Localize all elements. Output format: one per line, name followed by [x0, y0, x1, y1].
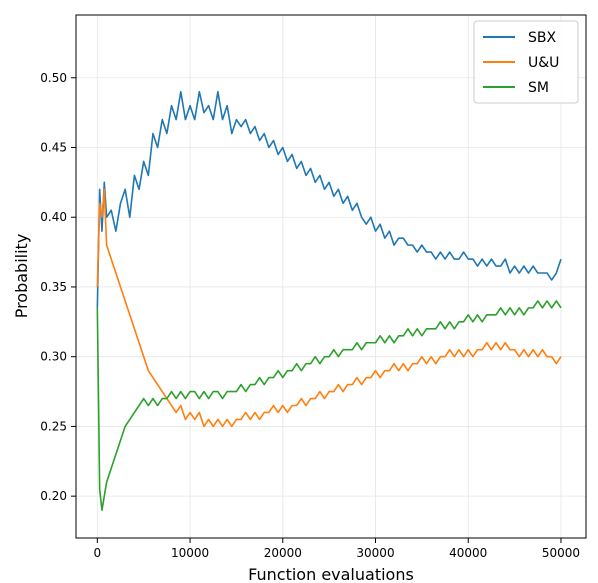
legend-label-sm: SM: [528, 80, 549, 96]
x-tick-label: 40000: [449, 546, 487, 560]
y-tick-label: 0.50: [40, 71, 67, 85]
series-line-sbx: [96, 90, 562, 308]
y-tick-label: 0.30: [40, 350, 67, 364]
legend-label-sbx: SBX: [528, 30, 556, 46]
y-axis-label: Probability: [12, 234, 31, 319]
y-tick-label: 0.45: [40, 140, 67, 154]
x-tick-label: 50000: [542, 546, 580, 560]
y-tick-label: 0.20: [40, 489, 67, 503]
x-tick-label: 0: [94, 546, 102, 560]
x-axis-ticks: 0 10000 20000 30000 40000 50000: [94, 538, 580, 560]
plot-frame: [75, 14, 587, 539]
grid-lines: [76, 15, 586, 538]
x-tick-label: 10000: [171, 546, 209, 560]
x-axis-label: Function evaluations: [248, 565, 414, 583]
y-tick-label: 0.40: [40, 210, 67, 224]
y-axis-ticks: 0.20 0.25 0.30 0.35 0.40 0.45 0.50: [40, 71, 76, 503]
legend-box: [473, 20, 579, 104]
legend-label-u-and-u: U&U: [528, 55, 559, 71]
series-line-sm: [96, 300, 562, 511]
x-tick-label: 30000: [356, 546, 394, 560]
legend: SBX U&U SM: [473, 20, 579, 104]
x-tick-label: 20000: [264, 546, 302, 560]
series-lines: [96, 90, 562, 511]
y-tick-label: 0.35: [40, 280, 67, 294]
y-tick-label: 0.25: [40, 419, 67, 433]
